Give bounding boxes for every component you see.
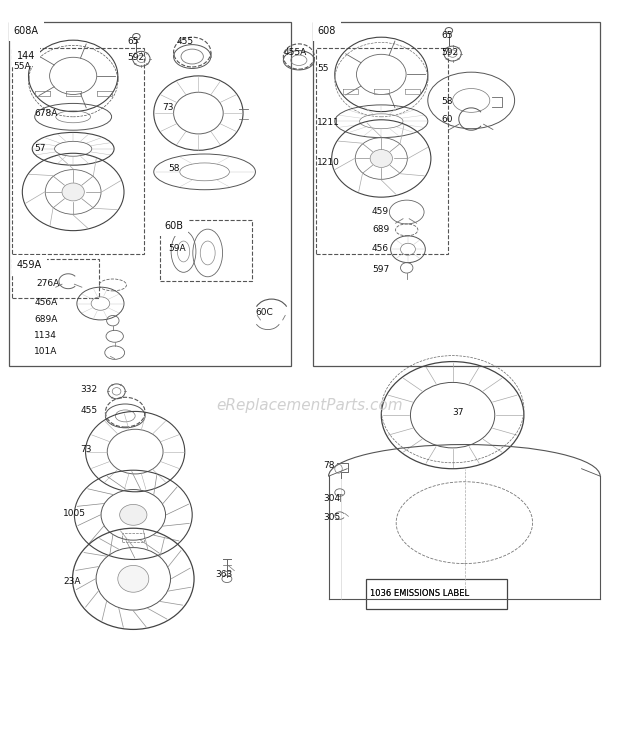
Bar	[9, 22, 291, 366]
Text: 37: 37	[453, 408, 464, 417]
Bar	[122, 533, 144, 542]
Text: 455: 455	[177, 37, 194, 46]
Text: 73: 73	[162, 103, 174, 112]
Text: 60: 60	[441, 115, 453, 124]
Text: 608: 608	[317, 26, 336, 36]
Text: 455: 455	[81, 406, 98, 415]
Text: 23A: 23A	[63, 577, 81, 586]
Text: 455A: 455A	[284, 48, 308, 57]
Text: 60B: 60B	[164, 221, 184, 231]
Text: 456: 456	[372, 244, 389, 253]
Text: 304: 304	[324, 494, 341, 503]
Text: 55A: 55A	[14, 62, 31, 71]
Text: 78: 78	[324, 461, 335, 470]
Text: 59A: 59A	[169, 244, 186, 253]
Text: 1005: 1005	[63, 509, 86, 518]
Text: 1036 EMISSIONS LABEL: 1036 EMISSIONS LABEL	[370, 589, 469, 598]
Text: 459A: 459A	[17, 260, 42, 270]
Text: eReplacementParts.com: eReplacementParts.com	[216, 398, 404, 413]
Text: 597: 597	[372, 265, 389, 274]
Text: 276A: 276A	[36, 279, 60, 288]
Bar	[12, 259, 99, 298]
Ellipse shape	[120, 504, 147, 525]
Text: 65: 65	[441, 31, 453, 40]
Bar	[313, 22, 600, 366]
Text: 57: 57	[34, 144, 46, 153]
Text: 1134: 1134	[34, 331, 57, 340]
Bar	[316, 48, 448, 254]
Text: 101A: 101A	[34, 347, 58, 356]
Text: 58: 58	[441, 97, 453, 106]
Bar	[366, 579, 507, 609]
Text: 1210: 1210	[317, 158, 340, 167]
Text: 60C: 60C	[255, 308, 273, 317]
Text: 58: 58	[169, 164, 180, 173]
Text: 459: 459	[372, 207, 389, 216]
Text: 678A: 678A	[34, 109, 58, 118]
Bar	[160, 220, 252, 281]
Text: 305: 305	[324, 513, 341, 522]
Text: 1036 EMISSIONS LABEL: 1036 EMISSIONS LABEL	[370, 589, 469, 598]
Text: 73: 73	[81, 445, 92, 454]
Text: 65: 65	[127, 37, 139, 46]
Text: 332: 332	[81, 385, 98, 394]
Text: 55: 55	[317, 64, 329, 73]
Text: 363: 363	[216, 570, 233, 579]
Text: 592: 592	[441, 48, 459, 57]
Text: 144: 144	[17, 51, 35, 61]
Text: 456A: 456A	[34, 298, 57, 307]
Text: 689A: 689A	[34, 315, 58, 324]
Text: 592: 592	[127, 53, 144, 62]
Ellipse shape	[118, 565, 149, 592]
Bar	[12, 48, 144, 254]
Text: 608A: 608A	[14, 26, 38, 36]
Ellipse shape	[62, 183, 84, 201]
Ellipse shape	[370, 150, 392, 167]
Text: 689: 689	[372, 225, 389, 234]
Text: 1211: 1211	[317, 118, 340, 126]
